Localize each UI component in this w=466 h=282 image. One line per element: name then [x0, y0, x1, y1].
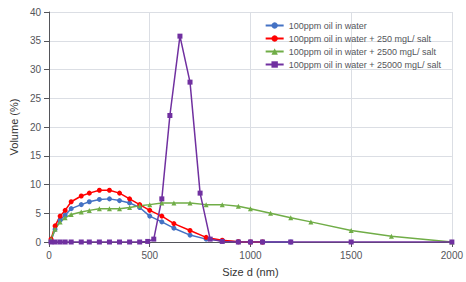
svg-text:30: 30 — [30, 64, 42, 75]
svg-text:100ppm oil in water: 100ppm oil in water — [289, 21, 367, 31]
svg-text:Volume (%): Volume (%) — [8, 99, 20, 156]
svg-text:100ppm oil in water + 25000 mg: 100ppm oil in water + 25000 mgL/ salt — [289, 60, 442, 70]
svg-text:100ppm oil in water + 250 mgL/: 100ppm oil in water + 250 mgL/ salt — [289, 34, 432, 44]
svg-text:500: 500 — [141, 250, 158, 261]
svg-text:25: 25 — [30, 93, 42, 104]
svg-text:10: 10 — [30, 179, 42, 190]
svg-text:Size d (nm): Size d (nm) — [222, 266, 278, 278]
svg-text:20: 20 — [30, 122, 42, 133]
svg-text:2000: 2000 — [441, 250, 464, 261]
svg-text:100ppm oil in water + 2500 mgL: 100ppm oil in water + 2500 mgL/ salt — [289, 47, 437, 57]
svg-text:1500: 1500 — [340, 250, 363, 261]
svg-text:1000: 1000 — [239, 250, 262, 261]
svg-text:0: 0 — [46, 250, 52, 261]
svg-text:15: 15 — [30, 150, 42, 161]
svg-text:5: 5 — [35, 208, 41, 219]
svg-text:40: 40 — [30, 7, 42, 18]
svg-text:35: 35 — [30, 35, 42, 46]
svg-text:0: 0 — [35, 237, 41, 248]
